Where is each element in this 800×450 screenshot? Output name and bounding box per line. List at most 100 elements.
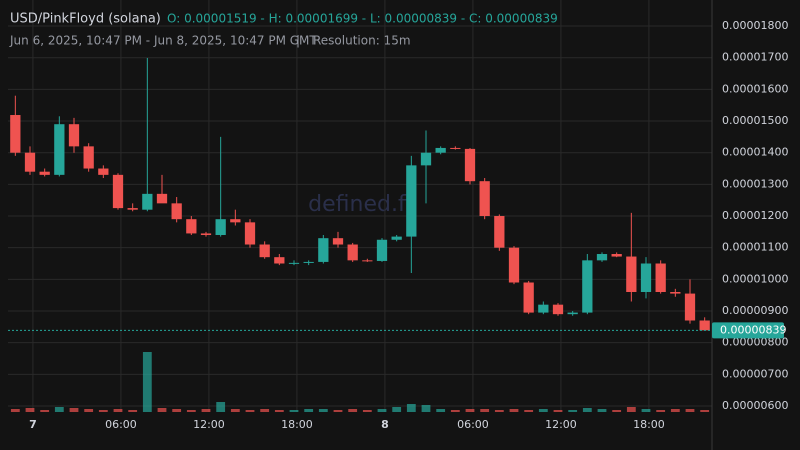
- volume-bar: [54, 407, 64, 412]
- x-tick-label: 18:00: [633, 418, 665, 431]
- volume-bar: [260, 409, 270, 412]
- volume-bar: [626, 407, 636, 412]
- candle-body: [582, 260, 593, 313]
- candle-body: [112, 174, 124, 209]
- candle-body: [508, 247, 520, 283]
- candle-body: [288, 262, 300, 264]
- candle-body: [332, 238, 344, 245]
- candle-body: [567, 312, 578, 315]
- volume-bar: [318, 409, 328, 412]
- candle-body: [376, 239, 388, 261]
- volume-bar: [245, 410, 255, 412]
- volume-bar: [524, 410, 534, 412]
- x-tick-label: 12:00: [545, 418, 577, 431]
- y-tick-label: 0.00000800: [722, 336, 788, 349]
- candle-body: [391, 236, 402, 240]
- volume-bar: [670, 409, 680, 412]
- watermark: defined.fi: [308, 192, 412, 217]
- volume-bar: [40, 410, 50, 412]
- candle-body: [611, 254, 622, 257]
- volume-bar: [25, 408, 35, 412]
- volume-bar: [436, 409, 446, 412]
- candle-body: [464, 148, 476, 182]
- volume-bar: [700, 410, 710, 412]
- candle-body: [347, 244, 358, 261]
- volume-bar: [172, 409, 182, 412]
- volume-bar: [509, 409, 519, 412]
- candle-body: [127, 208, 138, 210]
- volume-bar: [377, 409, 387, 412]
- subtitle: Jun 6, 2025, 10:47 PM - Jun 8, 2025, 10:…: [9, 34, 317, 48]
- candle-body: [670, 292, 681, 294]
- candle-body: [186, 219, 197, 234]
- candle-body: [655, 263, 666, 293]
- volume-bar: [494, 410, 504, 412]
- volume-bar: [465, 409, 475, 412]
- x-tick-label: 18:00: [281, 418, 313, 431]
- volume-bar: [480, 409, 490, 412]
- y-tick-label: 0.00001000: [722, 272, 788, 285]
- candle-body: [523, 282, 534, 313]
- volume-bar: [421, 405, 431, 412]
- candle-body: [171, 203, 182, 220]
- volume-bar: [230, 409, 240, 412]
- volume-bar: [98, 410, 108, 412]
- volume-bar: [641, 409, 651, 412]
- candle-body: [435, 147, 446, 153]
- volume-bar: [582, 408, 592, 412]
- volume-bar: [553, 410, 563, 412]
- candle-body: [244, 222, 256, 245]
- candle-body: [596, 254, 608, 261]
- candle-body: [538, 304, 549, 313]
- volume-bar: [274, 410, 284, 412]
- candle-body: [420, 152, 432, 166]
- candle-body: [626, 256, 637, 293]
- separator: |: [296, 34, 300, 48]
- candle-body: [259, 244, 270, 258]
- volume-bar: [656, 410, 666, 412]
- volume-bar: [568, 410, 578, 412]
- y-tick-label: 0.00000900: [722, 304, 788, 317]
- candle-body: [156, 193, 168, 204]
- candle-body: [98, 168, 109, 175]
- y-tick-label: 0.00001200: [722, 209, 788, 222]
- volume-bar: [128, 410, 138, 412]
- y-tick-label: 0.00000600: [722, 399, 788, 412]
- candle-body: [200, 233, 212, 236]
- volume-bar: [597, 409, 607, 412]
- last-price-label: 0.00000839: [720, 323, 786, 336]
- candle-body: [684, 293, 696, 321]
- x-tick-label: 12:00: [193, 418, 225, 431]
- last-price-box: [712, 322, 784, 339]
- volume-bar: [113, 409, 123, 412]
- volume-bar: [289, 410, 299, 412]
- ohlc-text: O: 0.00001519 - H: 0.00001699 - L: 0.000…: [167, 12, 558, 26]
- y-tick-label: 0.00001500: [722, 114, 788, 127]
- candle-body: [274, 257, 285, 264]
- volume-bar: [450, 410, 460, 412]
- candle-body: [54, 124, 65, 175]
- y-tick-label: 0.00001300: [722, 177, 788, 190]
- y-tick-label: 0.00001100: [722, 241, 788, 254]
- chart-title: USD/PinkFloyd (solana): [10, 12, 161, 27]
- y-tick-label: 0.00001700: [722, 51, 788, 64]
- volume-bar: [348, 409, 358, 412]
- y-tick-label: 0.00001400: [722, 146, 788, 159]
- candle-body: [406, 165, 417, 237]
- candle-body: [10, 115, 21, 153]
- volume-bar: [612, 410, 622, 412]
- candle-body: [699, 320, 710, 331]
- x-tick-label: 06:00: [457, 418, 489, 431]
- volume-bar: [10, 409, 20, 412]
- x-tick-label: 7: [29, 418, 37, 431]
- x-tick-label: 8: [381, 418, 389, 431]
- volume-bar: [392, 407, 402, 412]
- resolution: Resolution: 15m: [313, 34, 411, 48]
- candle-body: [494, 216, 505, 248]
- candle-body: [83, 146, 94, 169]
- candle-body: [230, 219, 241, 223]
- volume-bar: [142, 352, 152, 412]
- volume-bar: [685, 409, 695, 412]
